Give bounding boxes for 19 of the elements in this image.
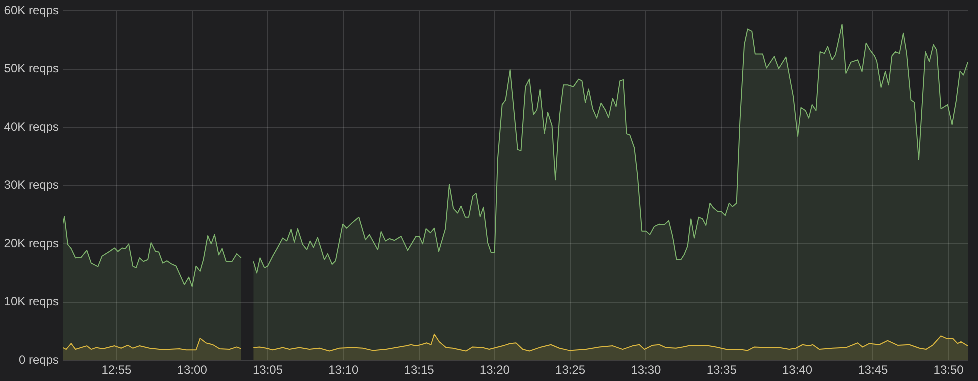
y-tick-label: 50K reqps (4, 62, 59, 76)
y-tick-label: 20K reqps (4, 236, 59, 250)
x-tick-label: 13:15 (404, 363, 435, 378)
x-tick-label: 13:40 (782, 363, 813, 378)
y-tick-label: 10K reqps (4, 294, 59, 309)
y-tick-label: 60K reqps (4, 4, 59, 18)
y-tick-label: 30K reqps (4, 178, 59, 192)
x-tick-label: 13:50 (934, 363, 964, 378)
x-tick-label: 13:30 (631, 363, 662, 378)
x-tick-label: 13:45 (858, 363, 888, 378)
y-tick-label: 0 reqps (18, 352, 59, 367)
x-tick-label: 13:05 (252, 363, 284, 378)
x-tick-label: 13:20 (480, 363, 510, 378)
x-tick-label: 13:35 (706, 363, 738, 378)
x-tick-label: 12:55 (102, 363, 132, 378)
x-tick-label: 13:25 (556, 363, 586, 378)
x-tick-label: 13:00 (177, 363, 208, 378)
y-tick-label: 40K reqps (4, 120, 59, 134)
x-tick-label: 13:10 (328, 363, 359, 378)
